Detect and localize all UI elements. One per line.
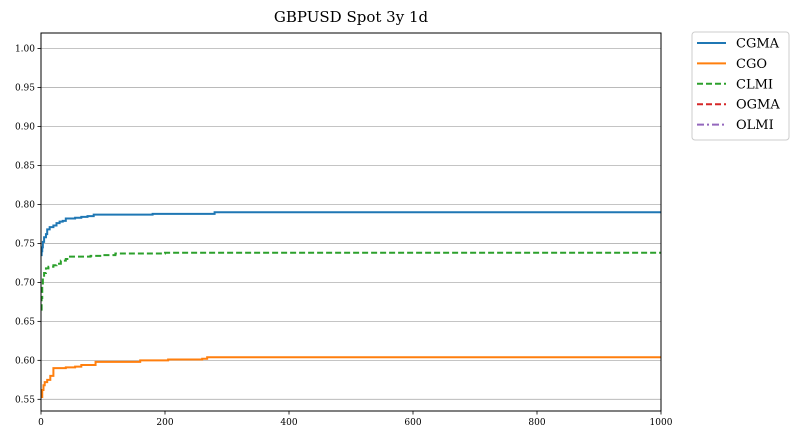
y-tick-label: 0.90 xyxy=(15,123,35,133)
y-tick-label: 0.85 xyxy=(15,161,35,171)
series-line-cgma xyxy=(40,211,661,257)
axes: 0.55 0.60 0.65 0.70 0.75 0.80 0.85 0.90 0.95 1.00… xyxy=(15,45,673,428)
x-tick-label: 0 xyxy=(38,418,44,428)
x-tick-label: 200 xyxy=(156,418,173,428)
y-tick-label: 0.70 xyxy=(15,278,35,288)
legend-label-olmi: OLMI xyxy=(736,118,774,133)
y-tick-label: 0.55 xyxy=(15,395,35,405)
y-tick-label: 0.80 xyxy=(15,200,35,210)
series-lines xyxy=(40,211,661,398)
chart-title: GBPUSD Spot 3y 1d xyxy=(274,8,429,26)
x-tick-label: 800 xyxy=(528,418,545,428)
series-line-cgo xyxy=(41,356,661,398)
x-tick-label: 1000 xyxy=(650,418,673,428)
y-tick-label: 0.75 xyxy=(15,239,35,249)
x-tick-label: 400 xyxy=(280,418,297,428)
legend-label-cgo: CGO xyxy=(736,57,767,72)
legend-box xyxy=(691,31,790,141)
y-tick-label: 0.60 xyxy=(15,356,35,366)
legend-label-clmi: CLMI xyxy=(736,77,773,92)
legend-label-cgma: CGMA xyxy=(736,37,780,52)
y-tick-label: 0.65 xyxy=(15,317,35,327)
y-tick-label: 1.00 xyxy=(15,45,35,55)
grid xyxy=(41,48,661,400)
series-line-clmi xyxy=(40,251,661,311)
legend: CGMA CGO CLMI OGMA OLMI xyxy=(691,31,790,141)
x-tick-label: 600 xyxy=(404,418,421,428)
legend-label-ogma: OGMA xyxy=(736,98,780,113)
plot-area-frame xyxy=(40,32,662,412)
y-tick-label: 0.95 xyxy=(15,84,35,94)
